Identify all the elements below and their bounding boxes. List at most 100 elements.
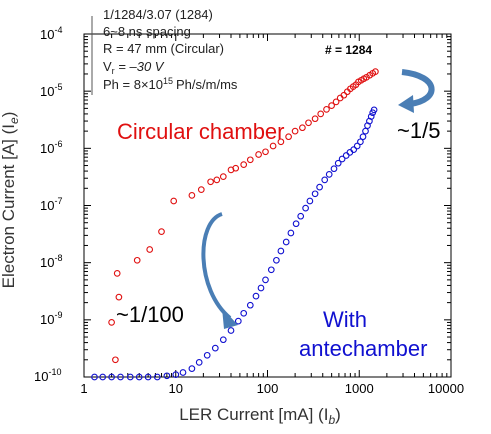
antechamber-data-point [195, 359, 203, 366]
circular-data-point [269, 142, 277, 150]
antechamber-data-point [219, 336, 227, 344]
info-line-spacing: 6~8 ns spacing [103, 24, 191, 39]
antechamber-data-point [252, 292, 260, 300]
info-line-radius: R = 47 mm (Circular) [103, 41, 224, 56]
circular-data-point [113, 270, 121, 277]
antechamber-data-point [367, 113, 375, 120]
antechamber-data-point [334, 159, 342, 167]
y-tick-labels: 10-4 10-5 10-6 10-7 10-8 10-9 10-10 [34, 25, 62, 384]
x-tick-labels: 1 10 100 1000 10000 [80, 381, 464, 396]
antechamber-data-point [338, 155, 346, 163]
antechamber-data-point [362, 127, 369, 135]
antechamber-data-point [172, 371, 180, 378]
antechamber-data-point [108, 373, 115, 381]
circular-data-point [262, 148, 269, 156]
antechamber-data-point [246, 301, 254, 309]
fill-number-label: # = 1284 [325, 43, 372, 57]
x-tick-label: 100 [257, 381, 279, 396]
circular-data-point [213, 176, 221, 184]
antechamber-data-point [257, 284, 265, 292]
antechamber-data-point [321, 176, 329, 184]
info-line-run: 1/1284/3.07 (1284) [103, 7, 213, 22]
antechamber-data-point [302, 204, 309, 212]
antechamber-data-point [163, 372, 171, 380]
y-tick-label: 10-8 [40, 253, 62, 270]
antechamber-data-point [234, 317, 242, 325]
circular-data-point [332, 98, 340, 106]
antechamber-data-point [297, 212, 305, 220]
circular-data-point [285, 133, 292, 141]
circular-data-point [299, 124, 306, 132]
series-with-antechamber [91, 106, 378, 381]
axis-ticks [83, 34, 451, 378]
info-line-voltage: Vr = –30 V [103, 59, 165, 76]
ratio-arrow-small [401, 69, 435, 107]
antechamber-data-point [179, 369, 187, 376]
circular-data-point [219, 173, 227, 180]
series-circular-chamber [108, 68, 379, 364]
circular-data-point [291, 127, 299, 135]
circular-data-point [158, 228, 165, 235]
ratio-small-label: ~1/5 [397, 118, 440, 143]
antechamber-label-line2: antechamber [299, 336, 427, 361]
antechamber-data-point [282, 238, 290, 246]
antechamber-data-point [353, 142, 361, 150]
y-tick-label: 10-6 [40, 139, 62, 156]
y-tick-label: 10-4 [40, 25, 62, 42]
x-tick-label: 1000 [345, 381, 374, 396]
circular-data-point [323, 106, 330, 113]
antechamber-data-point [287, 229, 295, 237]
antechamber-data-point [211, 344, 219, 352]
y-tick-label: 10-5 [40, 82, 62, 99]
circular-data-point [255, 151, 262, 158]
circular-data-point [240, 161, 248, 168]
antechamber-data-point [357, 138, 364, 146]
antechamber-data-point [273, 256, 280, 264]
antechamber-data-point [240, 309, 248, 317]
circular-data-point [311, 115, 319, 123]
ratio-large-label: ~1/100 [116, 302, 184, 327]
antechamber-data-point [262, 276, 269, 284]
ratio-arrow-large-head [222, 308, 238, 329]
y-tick-label: 10-9 [40, 310, 62, 327]
antechamber-data-point [227, 327, 235, 334]
antechamber-label-line1: With [323, 307, 367, 332]
circular-data-point [170, 197, 178, 205]
x-tick-label: 10 [169, 381, 183, 396]
antechamber-data-point [277, 247, 285, 255]
circular-data-point [277, 138, 285, 146]
circular-data-point [207, 178, 214, 186]
y-axis-title: Electron Current [A] (Ie) [0, 112, 21, 289]
circular-data-point [340, 91, 348, 99]
antechamber-data-point [350, 146, 358, 153]
circular-data-point [232, 164, 240, 172]
antechamber-data-point [117, 373, 124, 381]
circular-chamber-label: Circular chamber [117, 119, 285, 144]
circular-data-point [372, 68, 379, 75]
y-tick-label: 10-10 [34, 367, 61, 384]
antechamber-data-point [99, 373, 107, 381]
antechamber-data-point [359, 133, 367, 141]
antechamber-data-point [346, 149, 354, 156]
antechamber-data-point [342, 152, 350, 159]
circular-data-point [146, 246, 154, 253]
antechamber-data-point [91, 373, 98, 381]
circular-data-point [328, 102, 335, 109]
antechamber-data-point [203, 351, 211, 359]
info-box: 1/1284/3.07 (1284) 6~8 ns spacing R = 47… [91, 7, 238, 95]
antechamber-data-point [330, 165, 338, 173]
circular-data-point [115, 293, 123, 301]
antechamber-data-point [126, 373, 134, 381]
circular-data-point [246, 156, 254, 164]
circular-data-point [188, 192, 196, 199]
antechamber-data-point [153, 373, 161, 381]
circular-data-point [305, 119, 312, 127]
ratio-arrow-small-head [398, 95, 414, 113]
circular-data-point [112, 356, 119, 364]
antechamber-data-point [267, 266, 275, 274]
x-axis-title: LER Current [mA] (Ib) [179, 405, 341, 427]
info-line-photon: Ph = 8×1015 Ph/s/m/ms [103, 76, 238, 92]
antechamber-data-point [188, 365, 196, 372]
x-tick-label: 1 [80, 381, 87, 396]
